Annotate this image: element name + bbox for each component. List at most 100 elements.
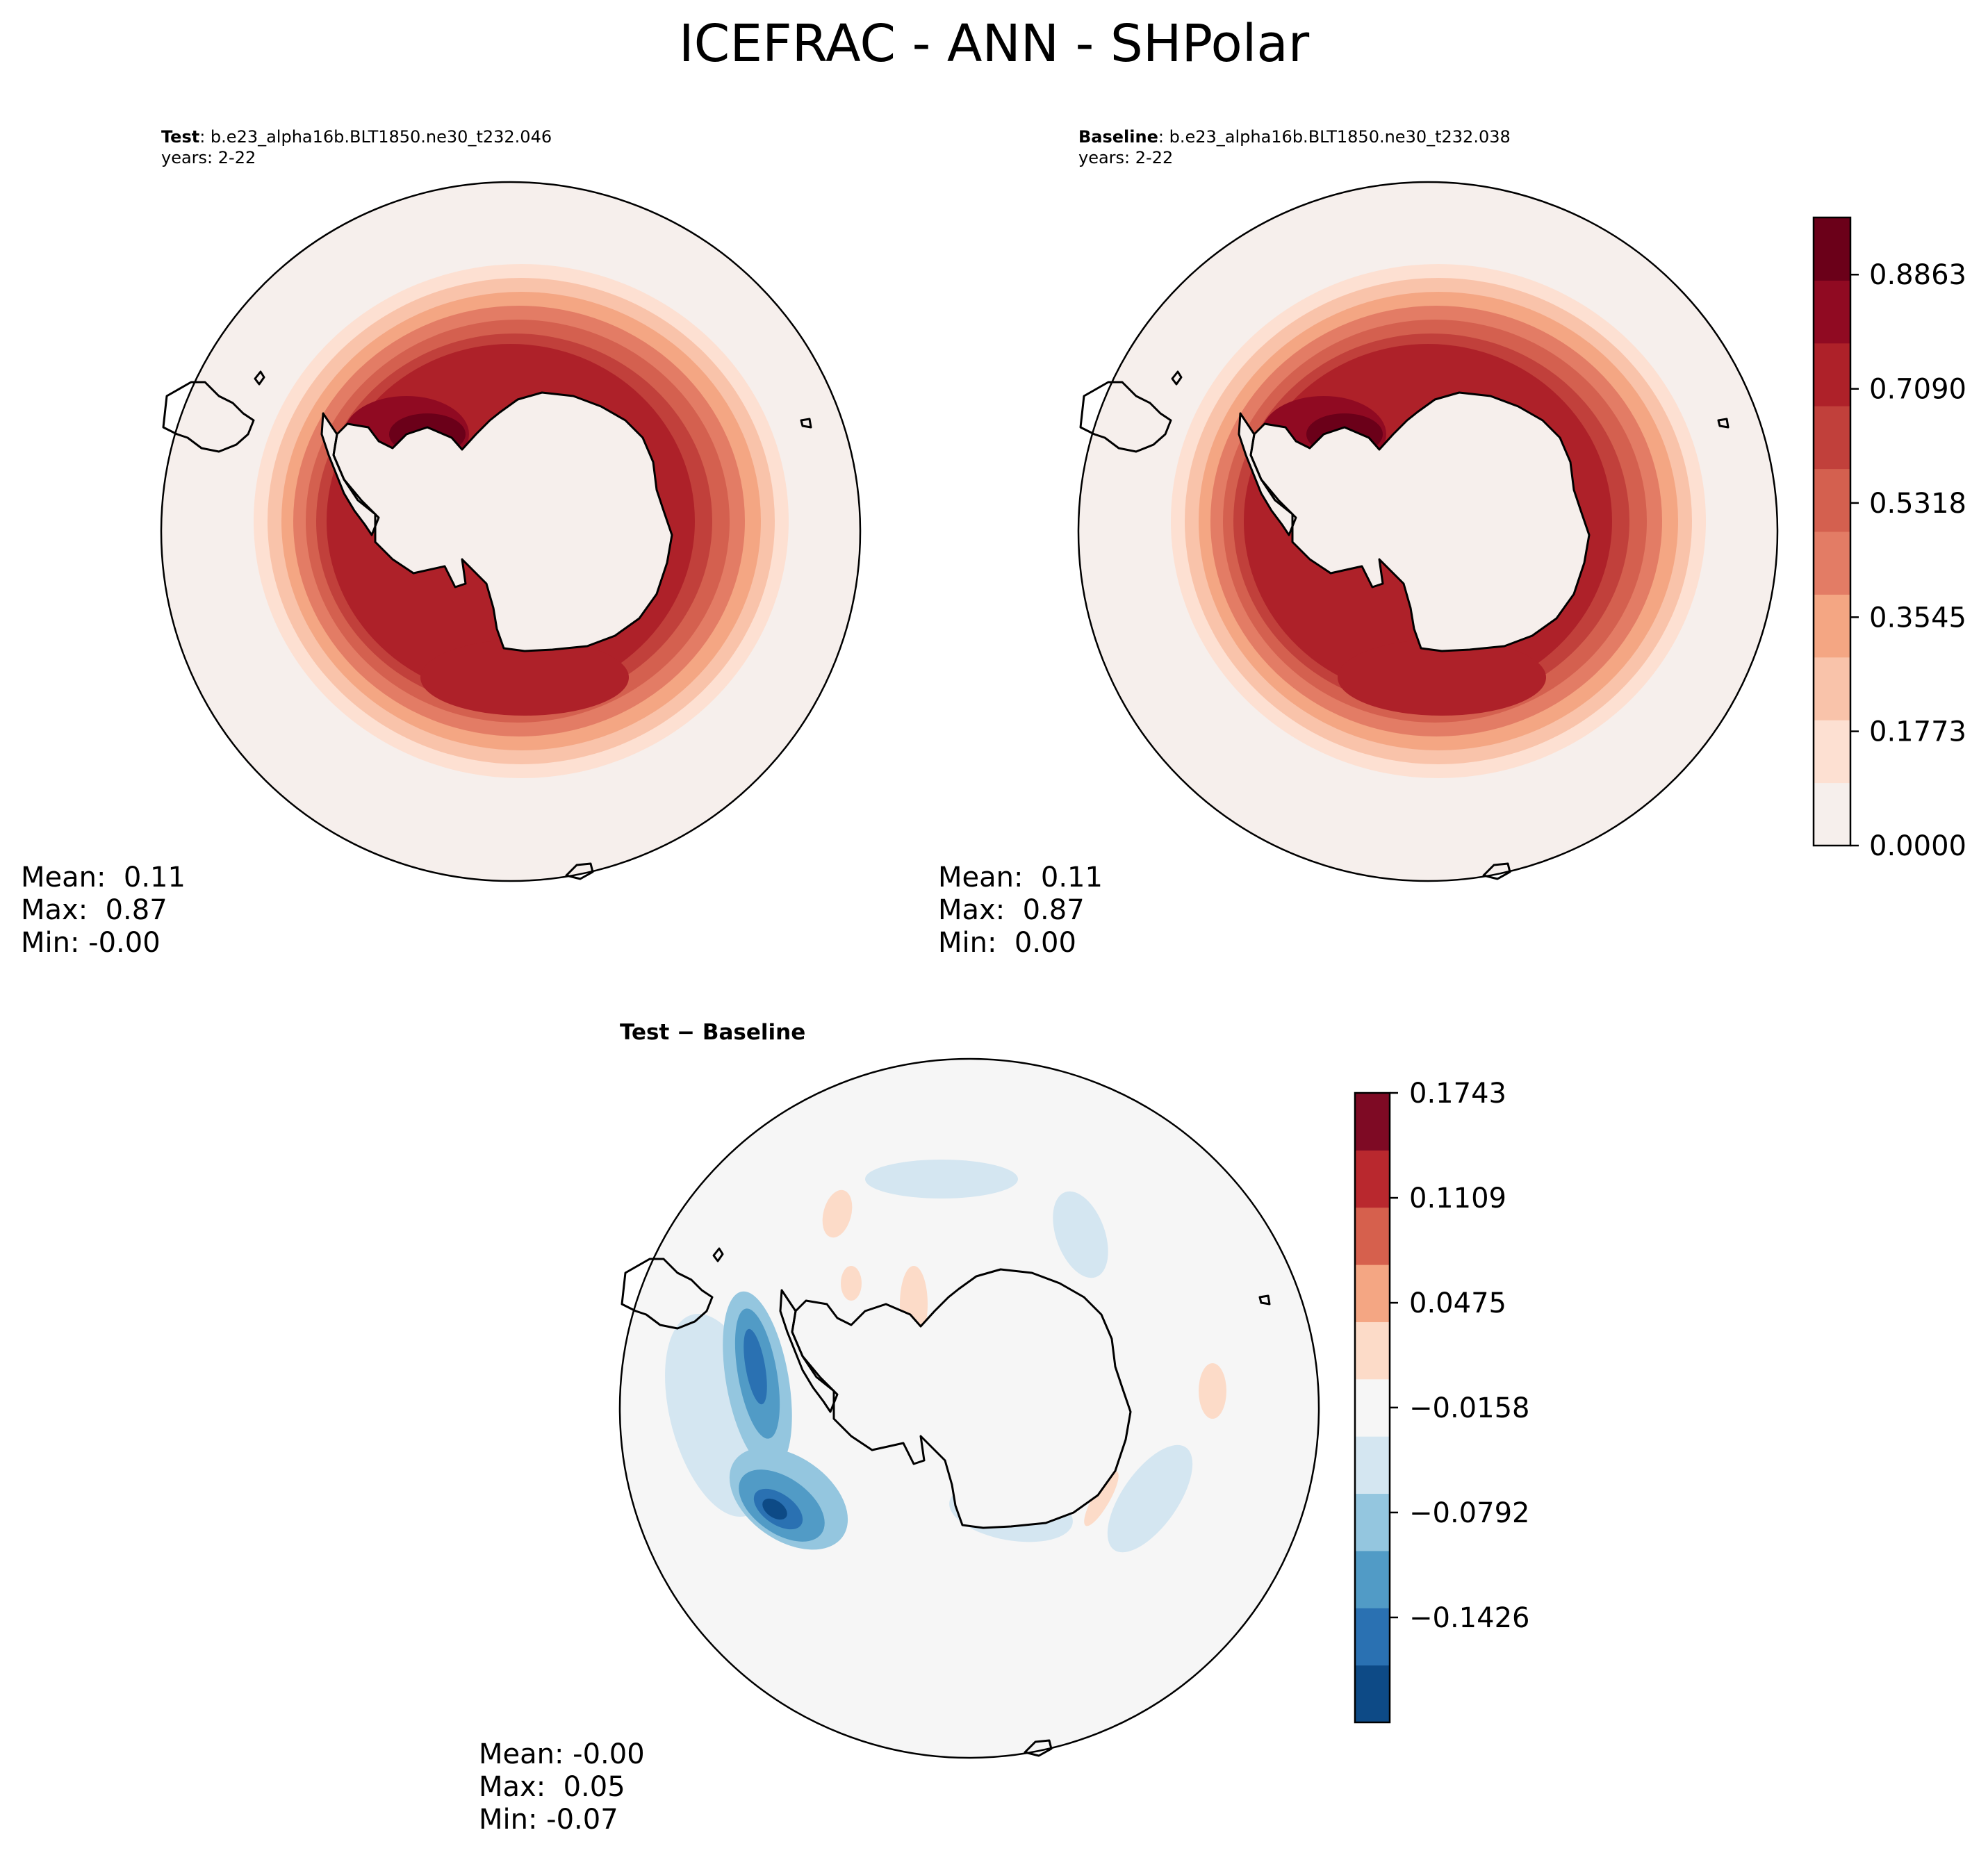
test-ice-contours: [161, 182, 860, 881]
diff-stats: Mean: -0.00 Max: 0.05 Min: -0.07: [479, 1738, 645, 1836]
test-title-bold: Test: [161, 127, 200, 147]
test-title-case: : b.e23_alpha16b.BLT1850.ne30_t232.046: [199, 127, 552, 147]
colorbar-tick-label: −0.1426: [1409, 1602, 1529, 1634]
test-stat-min: Min: -0.00: [21, 927, 161, 959]
colorbar-swatch: [1355, 1665, 1390, 1723]
test-years: years: 2-22: [161, 148, 256, 167]
island-outline: [1482, 862, 1511, 880]
colorbar-swatch: [1814, 594, 1850, 658]
colorbar-swatch: [1814, 720, 1850, 784]
colorbar-swatch: [1355, 1207, 1390, 1265]
south-america-outline: [1079, 381, 1172, 453]
continent-fill: [792, 1269, 1131, 1528]
main-colorbar: 0.0000 0.1773 0.3545 0.5318 0.7090 0.8863: [1812, 216, 1966, 862]
colorbar-tick-label: −0.0792: [1409, 1497, 1529, 1529]
colorbar-tick-label: 0.1743: [1409, 1078, 1506, 1110]
baseline-stat-max: Max: 0.87: [938, 894, 1085, 926]
diff-band-light-red: [822, 1189, 853, 1238]
south-america-outline: [621, 1258, 714, 1330]
colorbar-swatch: [1355, 1550, 1390, 1608]
continent-fill: [1251, 393, 1589, 651]
diff-stat-max: Max: 0.05: [479, 1771, 625, 1803]
diff-band-light-blue: [1053, 1191, 1108, 1278]
island-outline: [1717, 418, 1730, 429]
colorbar-tick-label: 0.3545: [1869, 602, 1966, 634]
colorbar-swatch: [1355, 1093, 1390, 1151]
diff-band-blue: [762, 1498, 787, 1520]
colorbar-tick-label: −0.0158: [1409, 1392, 1529, 1424]
colorbar-swatch: [1814, 280, 1850, 344]
continent-fill: [334, 393, 672, 651]
colorbar-swatch: [1814, 217, 1850, 281]
test-map-boundary: [160, 181, 862, 882]
test-stat-mean: Mean: 0.11: [21, 862, 186, 893]
colorbar-swatch: [1355, 1436, 1390, 1494]
diff-band-blue: [744, 1328, 767, 1405]
colorbar-tick-label: 0.1773: [1869, 716, 1966, 748]
diff-stat-mean: Mean: -0.00: [479, 1738, 645, 1770]
antarctica-outline: [791, 1268, 1132, 1529]
colorbar-swatch: [1814, 343, 1850, 406]
diff-panel-title: Test − Baseline: [620, 1020, 806, 1045]
peninsula-outline: [1238, 412, 1297, 536]
colorbar-tick-label: 0.5318: [1869, 488, 1966, 520]
island-outline: [712, 1247, 724, 1262]
island-outline: [1171, 370, 1183, 386]
colorbar-swatch: [1814, 782, 1850, 846]
baseline-stat-mean: Mean: 0.11: [938, 862, 1103, 893]
diff-map-boundary: [618, 1057, 1320, 1759]
baseline-map: [1078, 182, 1777, 881]
south-america-outline: [162, 381, 255, 453]
peninsula-outline: [320, 412, 380, 536]
colorbar-tick-label: 0.0000: [1869, 830, 1966, 862]
antarctica-outline: [332, 391, 673, 652]
diff-contours: [620, 1059, 1319, 1758]
test-panel-title: Test: b.e23_alpha16b.BLT1850.ne30_t232.0…: [161, 127, 552, 147]
ice-band-level-7: [420, 639, 629, 716]
baseline-title-bold: Baseline: [1078, 127, 1158, 147]
island-outline: [565, 862, 594, 880]
baseline-map-boundary: [1077, 181, 1779, 882]
baseline-title-case: : b.e23_alpha16b.BLT1850.ne30_t232.038: [1158, 127, 1511, 147]
peninsula-outline: [779, 1289, 839, 1413]
colorbar-swatch: [1355, 1321, 1390, 1380]
diff-band-light-blue: [865, 1160, 1018, 1199]
test-stat-max: Max: 0.87: [21, 894, 167, 926]
colorbar-swatch: [1814, 657, 1850, 720]
colorbar-swatch: [1355, 1608, 1390, 1666]
ice-band-level-7: [1338, 639, 1546, 716]
baseline-stats: Mean: 0.11 Max: 0.87 Min: 0.00: [938, 862, 1103, 960]
test-coastlines: [162, 370, 812, 880]
baseline-ice-contours: [1078, 182, 1777, 881]
diff-band-light-red: [841, 1266, 862, 1301]
figure-suptitle: ICEFRAC - ANN - SHPolar: [678, 14, 1310, 74]
test-map: [161, 182, 860, 881]
island-outline: [254, 370, 265, 386]
colorbar-tick-label: 0.0475: [1409, 1287, 1506, 1319]
colorbar-swatch: [1355, 1493, 1390, 1551]
diff-band-light-red: [1199, 1363, 1226, 1419]
diff-coastlines: [621, 1247, 1271, 1757]
diff-band-light-red: [1084, 1471, 1119, 1526]
colorbar-outline: [1812, 216, 1852, 847]
diff-colorbar: −0.1426 −0.0792 −0.0158 0.0475 0.1109 0.1743: [1354, 1078, 1529, 1724]
colorbar-swatch: [1814, 406, 1850, 470]
baseline-years: years: 2-22: [1078, 148, 1174, 167]
antarctica-outline: [1249, 391, 1591, 652]
colorbar-swatch: [1355, 1265, 1390, 1322]
colorbar-swatch: [1355, 1378, 1390, 1437]
baseline-coastlines: [1079, 370, 1730, 880]
diff-map: [620, 1059, 1319, 1758]
colorbar-tick-label: 0.8863: [1869, 259, 1966, 291]
colorbar-swatch: [1814, 532, 1850, 595]
colorbar-tick-label: 0.7090: [1869, 374, 1966, 406]
diff-band-light-blue: [1107, 1444, 1193, 1553]
baseline-panel-title: Baseline: b.e23_alpha16b.BLT1850.ne30_t2…: [1078, 127, 1511, 147]
colorbar-swatch: [1355, 1150, 1390, 1208]
colorbar-tick-label: 0.1109: [1409, 1183, 1506, 1214]
test-stats: Mean: 0.11 Max: 0.87 Min: -0.00: [21, 862, 186, 960]
diff-stat-min: Min: -0.07: [479, 1804, 618, 1836]
colorbar-swatch: [1814, 468, 1850, 532]
